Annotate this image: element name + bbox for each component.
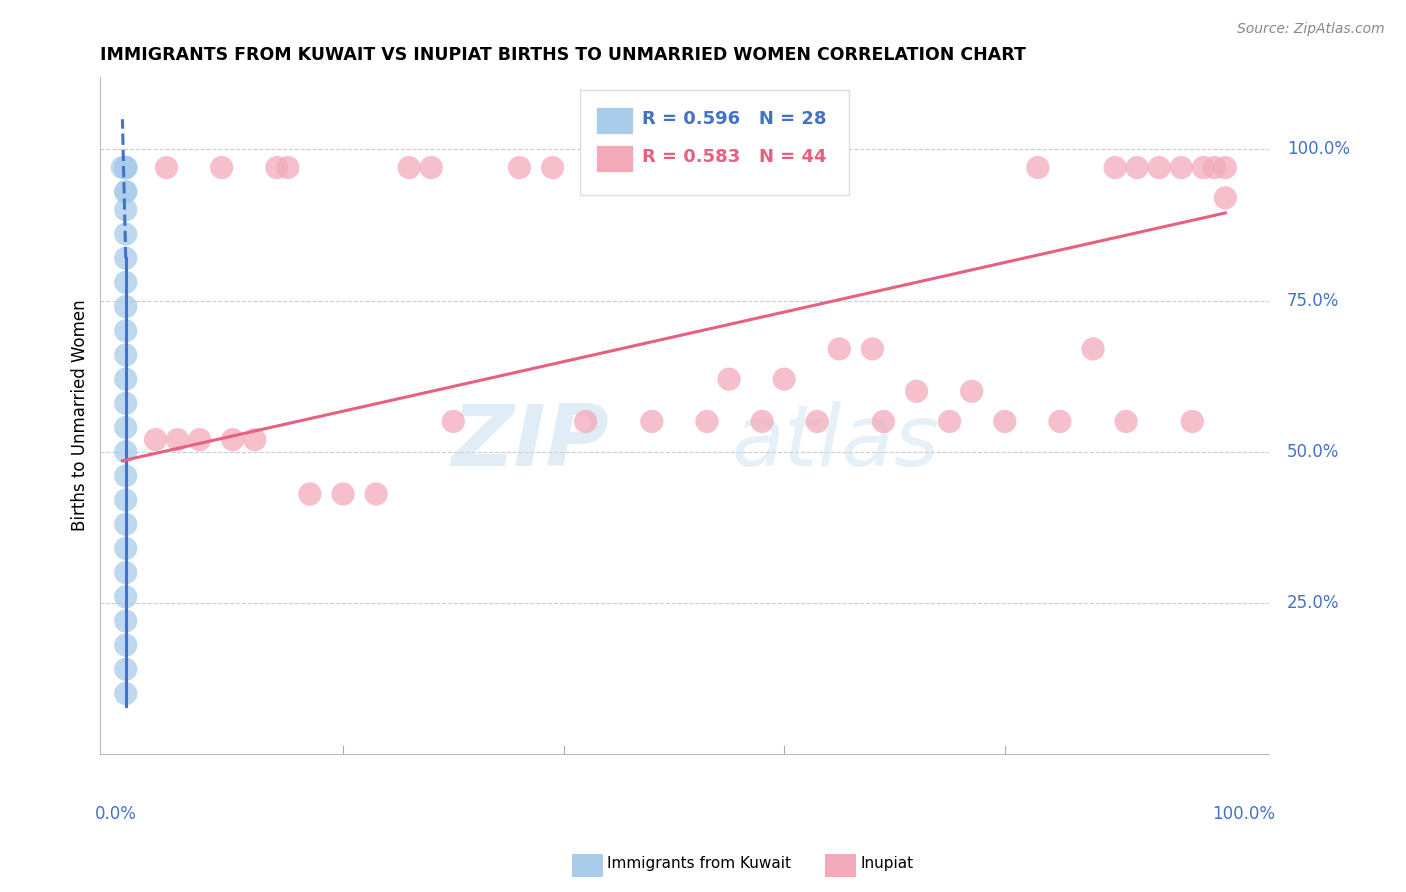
Point xyxy=(1215,161,1237,175)
Point xyxy=(364,487,387,501)
Point xyxy=(1204,161,1226,175)
Point xyxy=(872,415,894,429)
Point xyxy=(1170,161,1192,175)
Point xyxy=(960,384,983,399)
Point xyxy=(332,487,354,501)
Text: 100.0%: 100.0% xyxy=(1286,140,1350,159)
Point xyxy=(1026,161,1049,175)
Point xyxy=(938,415,960,429)
Point xyxy=(266,161,288,175)
Point xyxy=(1181,415,1204,429)
Point xyxy=(114,590,136,604)
Point xyxy=(166,433,188,447)
Point xyxy=(114,161,136,175)
Point xyxy=(114,185,136,199)
Point xyxy=(114,566,136,580)
Point xyxy=(114,638,136,652)
Point xyxy=(114,420,136,434)
Text: 0.0%: 0.0% xyxy=(94,805,136,822)
Point xyxy=(211,161,233,175)
FancyBboxPatch shape xyxy=(596,107,634,134)
Point xyxy=(994,415,1017,429)
Point xyxy=(114,202,136,217)
Point xyxy=(773,372,796,386)
Point xyxy=(114,252,136,266)
Point xyxy=(1147,161,1170,175)
Text: ZIP: ZIP xyxy=(451,401,609,484)
Text: IMMIGRANTS FROM KUWAIT VS INUPIAT BIRTHS TO UNMARRIED WOMEN CORRELATION CHART: IMMIGRANTS FROM KUWAIT VS INUPIAT BIRTHS… xyxy=(100,46,1026,64)
Point xyxy=(575,415,598,429)
Point xyxy=(398,161,420,175)
Point xyxy=(114,161,136,175)
Text: 50.0%: 50.0% xyxy=(1286,442,1340,460)
Point xyxy=(114,444,136,458)
Point xyxy=(298,487,321,501)
Text: 25.0%: 25.0% xyxy=(1286,594,1340,612)
Point xyxy=(114,396,136,410)
Point xyxy=(641,415,664,429)
Point xyxy=(145,433,167,447)
Point xyxy=(508,161,530,175)
Point xyxy=(828,342,851,356)
Point xyxy=(420,161,443,175)
Point xyxy=(541,161,564,175)
Point xyxy=(114,493,136,508)
Point xyxy=(441,415,464,429)
Point xyxy=(188,433,211,447)
Point xyxy=(806,415,828,429)
FancyBboxPatch shape xyxy=(579,90,849,195)
Text: atlas: atlas xyxy=(731,401,939,484)
Text: Source: ZipAtlas.com: Source: ZipAtlas.com xyxy=(1237,22,1385,37)
Point xyxy=(114,300,136,314)
Text: R = 0.596   N = 28: R = 0.596 N = 28 xyxy=(641,110,827,128)
Point xyxy=(114,541,136,556)
Text: R = 0.583   N = 44: R = 0.583 N = 44 xyxy=(641,148,827,167)
Text: Inupiat: Inupiat xyxy=(860,856,914,871)
Point xyxy=(751,415,773,429)
Point xyxy=(114,468,136,483)
Text: Immigrants from Kuwait: Immigrants from Kuwait xyxy=(607,856,792,871)
Y-axis label: Births to Unmarried Women: Births to Unmarried Women xyxy=(72,300,89,532)
Point xyxy=(277,161,299,175)
Point xyxy=(1115,415,1137,429)
Point xyxy=(222,433,245,447)
Point xyxy=(114,185,136,199)
Point xyxy=(114,161,136,175)
Point xyxy=(114,324,136,338)
Point xyxy=(1126,161,1149,175)
Point xyxy=(155,161,177,175)
Point xyxy=(1192,161,1215,175)
Text: 75.0%: 75.0% xyxy=(1286,292,1340,310)
Point xyxy=(1104,161,1126,175)
Point xyxy=(1081,342,1104,356)
Point xyxy=(114,517,136,532)
Point xyxy=(114,662,136,676)
Point xyxy=(1215,191,1237,205)
Point xyxy=(111,161,134,175)
Point xyxy=(860,342,883,356)
Point xyxy=(114,614,136,628)
Point xyxy=(696,415,718,429)
Point xyxy=(718,372,741,386)
Point xyxy=(243,433,266,447)
Point xyxy=(114,276,136,290)
Point xyxy=(114,372,136,386)
Point xyxy=(1049,415,1071,429)
Point xyxy=(114,348,136,362)
Point xyxy=(905,384,928,399)
FancyBboxPatch shape xyxy=(596,145,634,172)
Point xyxy=(114,227,136,241)
Text: 100.0%: 100.0% xyxy=(1212,805,1275,822)
Point xyxy=(114,686,136,700)
Point xyxy=(114,161,136,175)
